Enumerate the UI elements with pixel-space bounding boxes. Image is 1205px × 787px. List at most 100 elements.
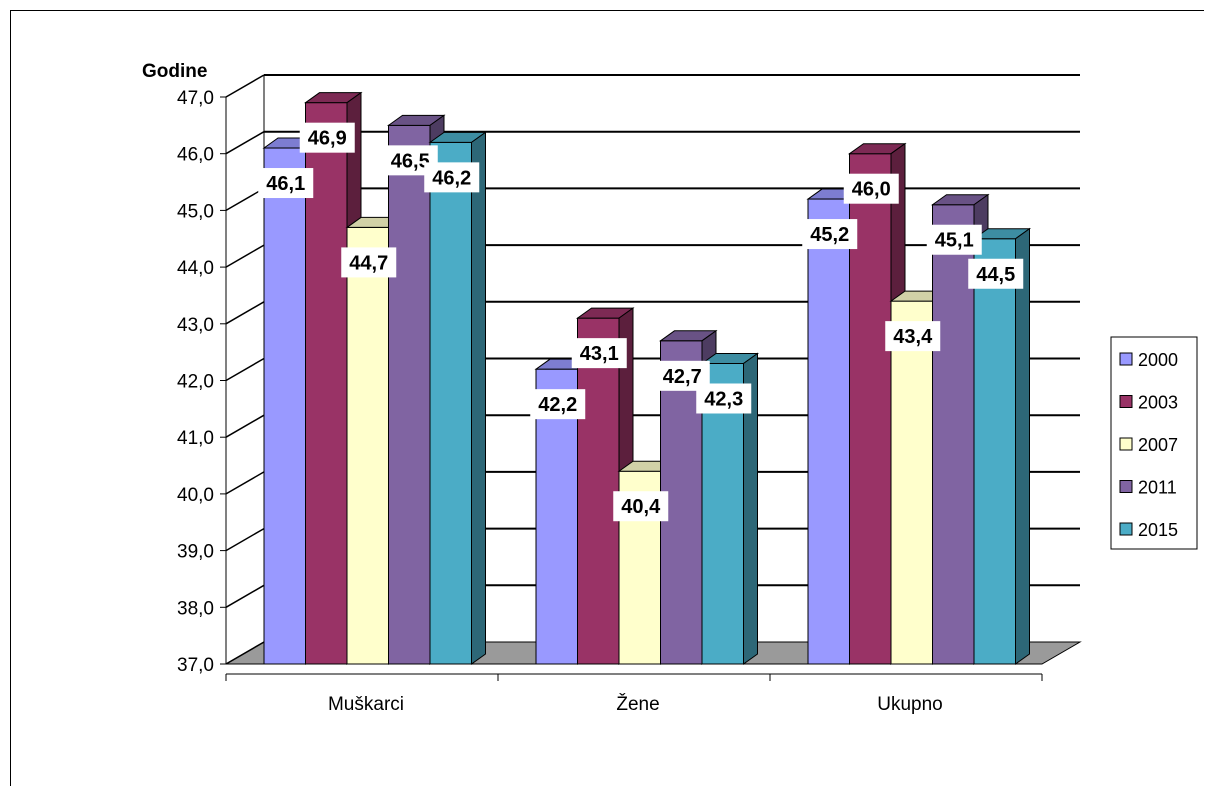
legend-swatch	[1119, 437, 1133, 451]
bar-front	[577, 317, 620, 665]
gridline-depth	[225, 414, 265, 438]
axes: 37,0 38,0 39,0 40,0 41,0 42,0 43,0 44,0 45,0 46,0…	[177, 75, 1043, 715]
chart-frame	[10, 10, 1204, 786]
x-tick-label: Muškarci	[328, 694, 404, 715]
bar-side	[743, 352, 758, 665]
data-label: 43,1	[571, 338, 627, 369]
data-label-text: 43,4	[893, 326, 933, 348]
bar-front	[807, 198, 850, 665]
data-label-text: 40,4	[621, 496, 661, 518]
data-labels: 46,1 46,9 44,7 46,546,2 42,2 43,1 40,4 42,742,3…	[258, 122, 1024, 522]
data-label-text: 46,2	[432, 167, 471, 189]
legend-swatch	[1119, 395, 1133, 408]
gridline-depth	[225, 244, 265, 268]
y-tick-label: 41,0	[177, 428, 214, 449]
bar-front	[932, 204, 975, 665]
x-tick-label: Žene	[616, 693, 659, 715]
data-label: 46,2	[424, 162, 480, 193]
legend-entry: 2007	[1119, 435, 1178, 455]
data-label-text: 46,1	[266, 173, 305, 195]
data-label: 46,1	[258, 168, 314, 199]
y-tick-label: 37,0	[177, 655, 214, 676]
y-tick-label: 45,0	[177, 201, 214, 222]
legend: 2000 2003 2007 2011 2015	[1110, 336, 1198, 550]
y-axis-title: Godine	[142, 61, 207, 82]
y-tick-label: 44,0	[177, 258, 214, 279]
data-label-bg	[926, 224, 982, 255]
data-label-bg	[571, 338, 627, 369]
gridline-depth	[225, 357, 265, 382]
bar	[700, 352, 760, 665]
data-label-bg	[530, 389, 586, 420]
data-label-text: 42,7	[663, 366, 702, 388]
data-label: 45,1	[926, 224, 982, 255]
legend-swatch	[1119, 352, 1133, 366]
data-label: 44,7	[341, 247, 397, 278]
data-label-text: 42,3	[704, 388, 743, 410]
data-label-text: 46,9	[308, 128, 347, 150]
data-label: 42,7	[654, 360, 710, 391]
data-label: 44,5	[968, 258, 1024, 289]
legend-label: 2007	[1138, 435, 1178, 455]
data-label: 42,2	[530, 389, 586, 420]
legend-label: 2015	[1138, 520, 1178, 540]
legend-entry: 2015	[1119, 520, 1178, 540]
legend-entry: 2003	[1119, 393, 1178, 413]
data-label-text: 43,1	[580, 343, 619, 365]
legend-swatch	[1119, 522, 1133, 536]
gridline-depth	[225, 641, 265, 665]
data-label: 45,2	[802, 219, 858, 250]
legend-label: 2000	[1138, 350, 1178, 370]
data-label-bg	[696, 383, 752, 414]
y-tick-label: 43,0	[177, 315, 214, 336]
bar	[972, 227, 1032, 665]
legend-label: 2003	[1138, 393, 1178, 413]
y-tick-label: 47,0	[177, 88, 214, 109]
data-label-text: 42,2	[538, 394, 577, 416]
data-label-bg	[299, 122, 355, 153]
data-label-bg	[843, 173, 899, 204]
data-label-bg	[341, 247, 397, 278]
gridline-depth	[225, 74, 265, 98]
data-label-text: 44,5	[976, 264, 1015, 286]
bar-front	[890, 300, 933, 665]
bar	[428, 131, 488, 665]
data-label: 46,9	[299, 122, 355, 153]
bar-front	[388, 124, 431, 665]
y-tick-label: 46,0	[177, 145, 214, 166]
gridline-depth	[225, 187, 265, 212]
bar-front	[346, 226, 389, 665]
legend-label: 2011	[1138, 478, 1177, 498]
data-label-bg	[258, 168, 314, 199]
data-label-bg	[968, 258, 1024, 289]
data-label-bg	[885, 321, 941, 352]
legend-entry: 2011	[1119, 478, 1177, 498]
gridline-depth	[225, 584, 265, 608]
data-label-text: 45,1	[935, 230, 974, 252]
bar-front	[263, 147, 306, 665]
data-label: 46,0	[843, 173, 899, 204]
y-tick-label: 40,0	[177, 485, 214, 506]
bars	[262, 91, 1032, 665]
gridline-depth	[225, 301, 265, 325]
data-label-bg	[424, 162, 480, 193]
y-tick-label: 39,0	[177, 542, 214, 563]
gridline-depth	[225, 131, 265, 155]
data-label-bg	[613, 491, 669, 522]
data-label-text: 44,7	[349, 252, 388, 274]
gridline-depth	[225, 471, 265, 495]
gridline-depth	[225, 527, 265, 552]
y-tick-label: 42,0	[177, 372, 214, 393]
data-label-bg	[802, 219, 858, 250]
data-label-text: 46,5	[391, 150, 430, 172]
legend-swatch	[1119, 480, 1133, 493]
data-label: 43,4	[885, 321, 941, 352]
bar-side	[471, 131, 486, 665]
x-tick-label: Ukupno	[877, 694, 943, 715]
bar-front	[429, 141, 472, 665]
data-label: 42,3	[696, 383, 752, 414]
bar-side	[1015, 227, 1030, 665]
legend-entry: 2000	[1119, 350, 1178, 370]
y-tick-label: 38,0	[177, 598, 214, 619]
